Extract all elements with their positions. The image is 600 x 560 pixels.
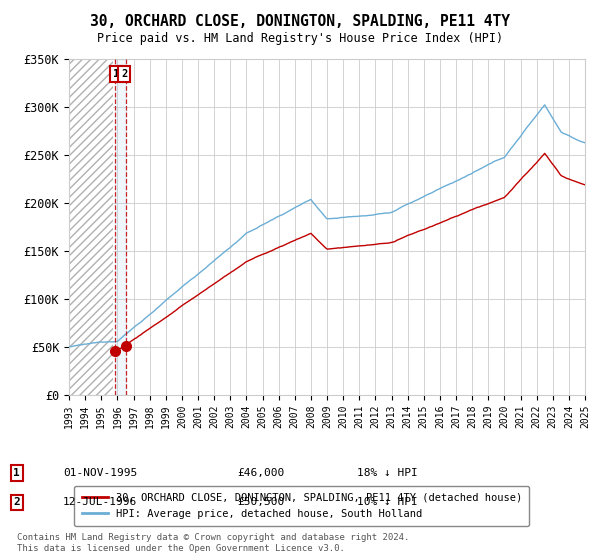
Text: Contains HM Land Registry data © Crown copyright and database right 2024.
This d: Contains HM Land Registry data © Crown c… xyxy=(17,533,409,553)
Text: 1: 1 xyxy=(113,69,119,79)
Text: 12-JUL-1996: 12-JUL-1996 xyxy=(63,497,137,507)
Text: £50,500: £50,500 xyxy=(237,497,284,507)
Bar xyxy=(69,59,113,395)
Text: 2: 2 xyxy=(13,497,20,507)
Bar xyxy=(115,59,126,395)
Text: 30, ORCHARD CLOSE, DONINGTON, SPALDING, PE11 4TY: 30, ORCHARD CLOSE, DONINGTON, SPALDING, … xyxy=(90,14,510,29)
Text: 1: 1 xyxy=(13,468,20,478)
Text: 10% ↓ HPI: 10% ↓ HPI xyxy=(357,497,418,507)
Text: 18% ↓ HPI: 18% ↓ HPI xyxy=(357,468,418,478)
Text: 01-NOV-1995: 01-NOV-1995 xyxy=(63,468,137,478)
Legend: 30, ORCHARD CLOSE, DONINGTON, SPALDING, PE11 4TY (detached house), HPI: Average : 30, ORCHARD CLOSE, DONINGTON, SPALDING, … xyxy=(74,486,529,526)
Text: £46,000: £46,000 xyxy=(237,468,284,478)
Text: Price paid vs. HM Land Registry's House Price Index (HPI): Price paid vs. HM Land Registry's House … xyxy=(97,32,503,45)
Text: 2: 2 xyxy=(121,69,127,79)
